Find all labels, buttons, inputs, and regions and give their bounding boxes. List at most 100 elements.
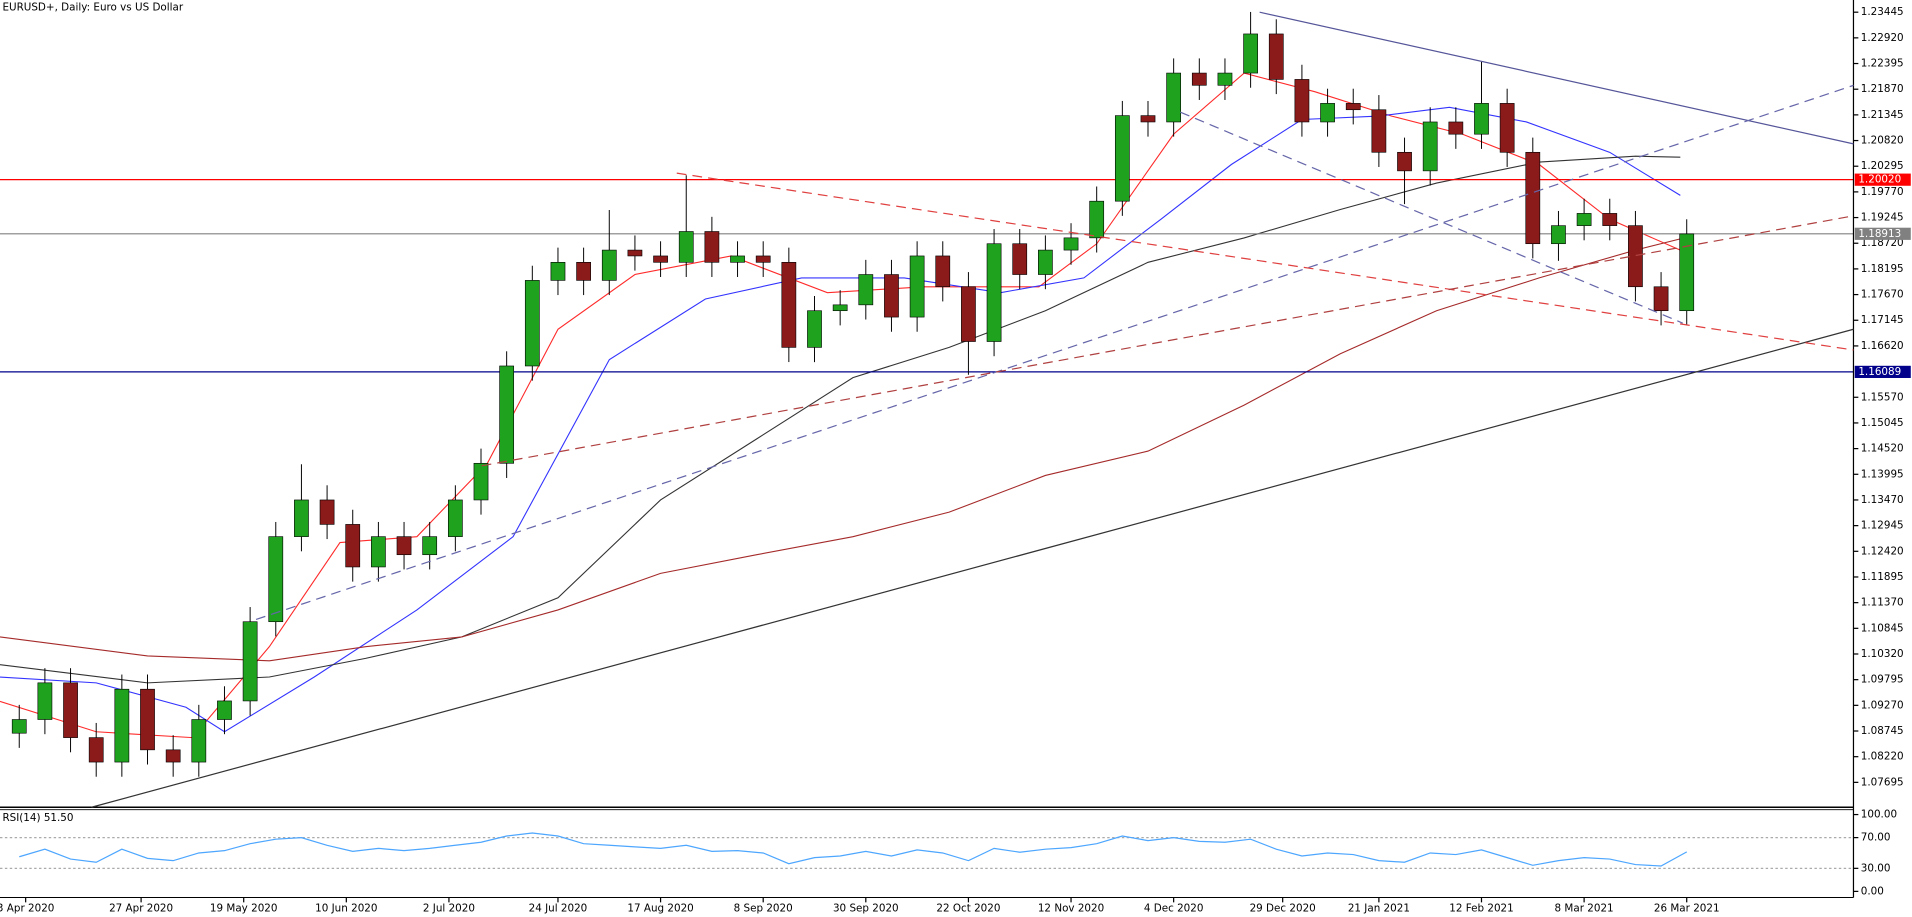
y-tick-label: 1.09270 — [1861, 699, 1904, 711]
candle-body — [755, 255, 771, 263]
rsi-tick-label: 30.00 — [1861, 862, 1891, 874]
candle-body — [499, 365, 515, 464]
candle-body — [1268, 33, 1284, 80]
candle-body — [473, 462, 489, 501]
candle-body — [1397, 151, 1412, 172]
chart-title: EURUSD+, Daily: Euro vs US Dollar — [2, 1, 183, 13]
candle-body — [935, 255, 951, 288]
candle-body — [884, 274, 899, 318]
x-tick-label: 3 Apr 2020 — [0, 902, 54, 914]
rsi-line — [19, 832, 1688, 867]
candle-body — [653, 255, 668, 263]
x-tick-label: 26 Mar 2021 — [1654, 902, 1720, 914]
candle-body — [627, 249, 643, 257]
trendline — [1180, 111, 1683, 324]
y-tick-label: 1.19245 — [1861, 212, 1904, 224]
candle-body — [396, 536, 412, 556]
candle-body — [678, 231, 694, 263]
candle-body — [550, 262, 566, 281]
x-tick-label: 8 Mar 2021 — [1555, 902, 1614, 914]
candle-body — [140, 688, 155, 751]
y-tick-label: 1.11895 — [1861, 571, 1904, 583]
rsi-tick-label: 0.00 — [1861, 885, 1884, 897]
candle-body — [114, 688, 130, 763]
rsi-tick-label: 100.00 — [1861, 809, 1897, 821]
x-tick-label: 2 Jul 2020 — [423, 902, 475, 914]
candle-body — [11, 719, 27, 734]
candle-body — [294, 499, 309, 537]
candle-body — [961, 286, 976, 342]
trendline — [676, 172, 1854, 351]
candle-body — [1525, 151, 1541, 245]
candle-body — [524, 280, 540, 367]
candle-body — [319, 499, 335, 525]
candle-body — [422, 536, 438, 556]
candle-body — [601, 249, 617, 281]
y-tick-label: 1.17670 — [1861, 289, 1904, 301]
trendline — [255, 84, 1854, 621]
candle-body — [704, 231, 720, 263]
x-tick-label: 4 Dec 2020 — [1144, 902, 1204, 914]
trendlines — [91, 11, 1854, 808]
candle-body — [1371, 109, 1387, 153]
candle-body — [1320, 103, 1335, 123]
candle-body — [1166, 72, 1182, 123]
x-tick-label: 12 Feb 2021 — [1449, 902, 1513, 914]
moving-average — [0, 238, 1681, 662]
x-tick-label: 10 Jun 2020 — [315, 902, 377, 914]
candle-body — [1422, 121, 1438, 172]
y-tick-label: 1.11370 — [1861, 597, 1904, 609]
y-tick-label: 1.13470 — [1861, 494, 1904, 506]
candle-body — [1448, 121, 1464, 135]
y-tick-label: 1.08745 — [1861, 725, 1904, 737]
y-tick-label: 1.14520 — [1861, 443, 1904, 455]
candle-body — [268, 536, 284, 623]
candle-body — [242, 621, 258, 702]
candle-body — [88, 737, 104, 763]
x-tick-label: 29 Dec 2020 — [1250, 902, 1316, 914]
candle-body — [781, 262, 797, 348]
candle-body — [371, 536, 386, 568]
y-tick-label: 1.10845 — [1861, 622, 1904, 634]
moving-average — [0, 106, 1681, 733]
y-tick-label: 1.12945 — [1861, 520, 1904, 532]
candle-body — [1294, 79, 1310, 123]
price-level-label: 1.20020 — [1858, 174, 1901, 186]
x-tick-label: 27 Apr 2020 — [109, 902, 173, 914]
candle-body — [1576, 213, 1592, 226]
y-tick-label: 1.18195 — [1861, 263, 1904, 275]
y-tick-label: 1.20295 — [1861, 160, 1904, 172]
y-tick-label: 1.12420 — [1861, 545, 1904, 557]
price-level-label: 1.16089 — [1858, 366, 1901, 378]
layers: 1.23445 1.22920 1.22395 1.21870 1.21345 1.208… — [0, 6, 1911, 914]
x-tick-label: 19 May 2020 — [210, 902, 278, 914]
trendline — [1259, 11, 1854, 145]
y-tick-label: 1.16620 — [1861, 340, 1904, 352]
candle-body — [63, 682, 78, 738]
trendline — [91, 328, 1854, 808]
x-tick-label: 12 Nov 2020 — [1038, 902, 1104, 914]
y-tick-label: 1.13995 — [1861, 468, 1904, 480]
price-level-box — [1854, 365, 1911, 378]
y-tick-label: 1.22395 — [1861, 58, 1904, 70]
x-tick-label: 30 Sep 2020 — [833, 902, 899, 914]
y-tick-label: 1.21870 — [1861, 83, 1904, 95]
candle-body — [1217, 72, 1233, 86]
candle-body — [345, 524, 361, 568]
candle-body — [447, 499, 463, 537]
candle-body — [1679, 233, 1695, 312]
candle-body — [1191, 72, 1207, 86]
candle-body — [165, 749, 181, 763]
y-tick-label: 1.23445 — [1861, 6, 1904, 18]
candle-body — [1063, 237, 1079, 251]
y-tick-label: 1.21345 — [1861, 109, 1904, 121]
candle-body — [217, 700, 232, 720]
y-tick-label: 1.20820 — [1861, 135, 1904, 147]
y-tick-label: 1.15570 — [1861, 391, 1904, 403]
candle-body — [1628, 225, 1643, 288]
candle-body — [191, 719, 207, 763]
candle-body — [1551, 225, 1566, 245]
y-tick-label: 1.18720 — [1861, 237, 1904, 249]
